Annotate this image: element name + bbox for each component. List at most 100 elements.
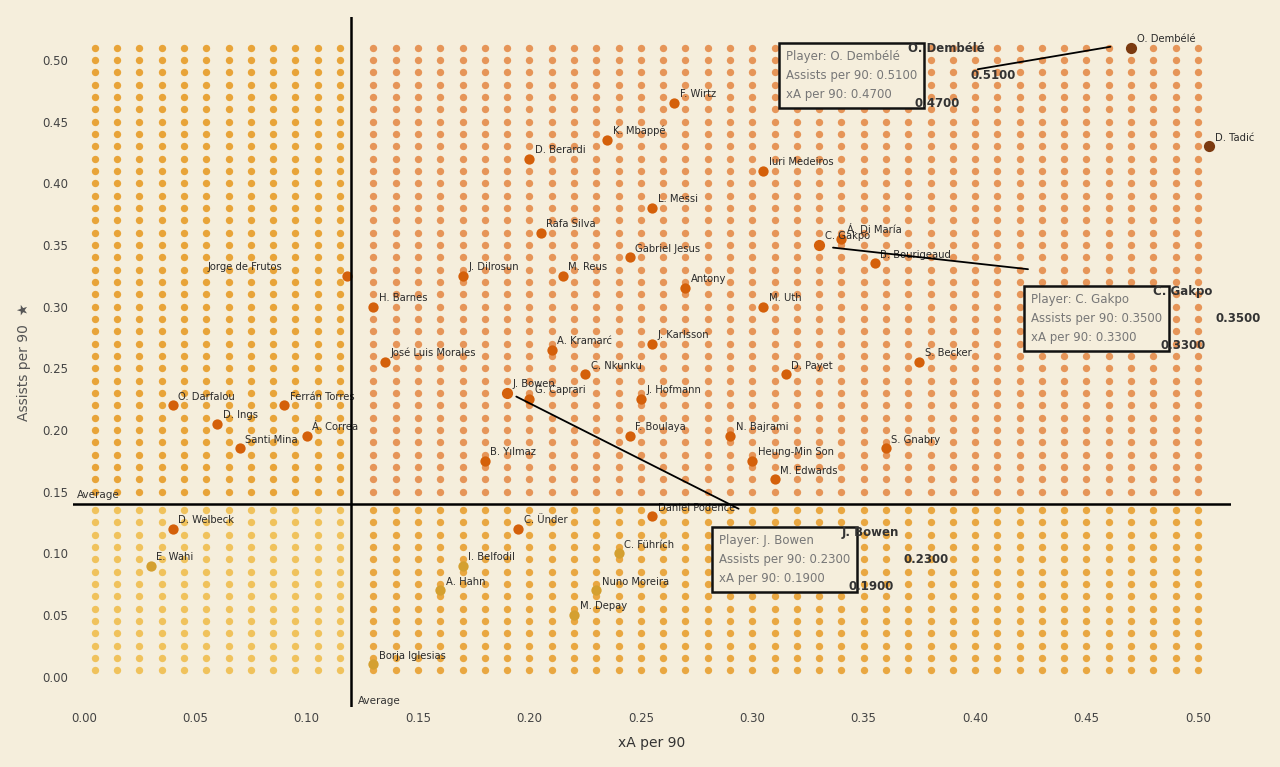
Point [1053,325,1074,337]
Point [1143,41,1164,54]
Point [764,565,785,578]
Point [408,251,429,263]
Point [787,153,808,165]
Point [831,449,851,461]
Point [129,78,150,91]
Point [1076,239,1097,251]
Point [520,337,540,350]
Point [129,251,150,263]
Point [385,214,406,226]
Point [563,54,584,66]
Point [364,362,384,374]
Point [520,263,540,275]
Point [129,350,150,362]
Point [108,374,128,387]
Point [1076,640,1097,652]
Point [129,140,150,153]
Point [330,189,351,202]
Point [809,337,829,350]
Point [719,337,740,350]
Point [151,140,172,153]
Point [876,473,896,486]
Point [385,553,406,565]
Point [475,374,495,387]
Point [965,528,986,541]
Point [1010,436,1030,449]
Point [809,115,829,127]
Point [452,78,472,91]
Point [586,325,607,337]
Point [1165,486,1185,498]
Point [1076,578,1097,590]
Point [497,578,517,590]
Point [899,202,919,214]
Point [631,423,652,436]
Point [1165,652,1185,664]
Point [84,202,105,214]
Point [809,436,829,449]
Point [675,251,695,263]
Point [965,374,986,387]
Point [899,461,919,473]
Point [987,473,1007,486]
Point [1053,436,1074,449]
Point [452,664,472,676]
Point [1010,528,1030,541]
Point [151,41,172,54]
Point [1121,41,1142,54]
Point [174,115,195,127]
Point [1188,541,1208,553]
Point [631,591,652,603]
Point [84,664,105,676]
Point [831,301,851,313]
Point [151,103,172,115]
Point [174,301,195,313]
Point [1010,553,1030,565]
Point [452,591,472,603]
Point [965,251,986,263]
Point [330,627,351,640]
Point [854,313,874,325]
Point [876,387,896,399]
Point [920,436,941,449]
Point [787,399,808,411]
Point [219,78,239,91]
Text: D. Berardi: D. Berardi [535,145,586,155]
Point [430,640,451,652]
Point [876,325,896,337]
Point [675,78,695,91]
Text: M. Depay: M. Depay [580,601,627,611]
Point [497,504,517,516]
Point [899,553,919,565]
Point [475,411,495,423]
Point [876,301,896,313]
Point [364,301,384,313]
Point [307,504,328,516]
Point [920,473,941,486]
Point [920,177,941,189]
Point [174,436,195,449]
Point [452,652,472,664]
Point [764,115,785,127]
Point [1076,565,1097,578]
Point [675,115,695,127]
Point [899,615,919,627]
Point [151,226,172,239]
Point [151,337,172,350]
Point [174,54,195,66]
Point [675,153,695,165]
Point [452,461,472,473]
Point [108,399,128,411]
Point [942,399,963,411]
Point [520,127,540,140]
Text: I. Belfodil: I. Belfodil [468,552,515,562]
Point [987,461,1007,473]
Text: C. Gakpo: C. Gakpo [1153,285,1212,298]
Point [965,313,986,325]
Point [854,350,874,362]
Point [608,516,628,528]
Point [129,640,150,652]
Point [698,423,718,436]
Point [1010,461,1030,473]
Point [219,54,239,66]
